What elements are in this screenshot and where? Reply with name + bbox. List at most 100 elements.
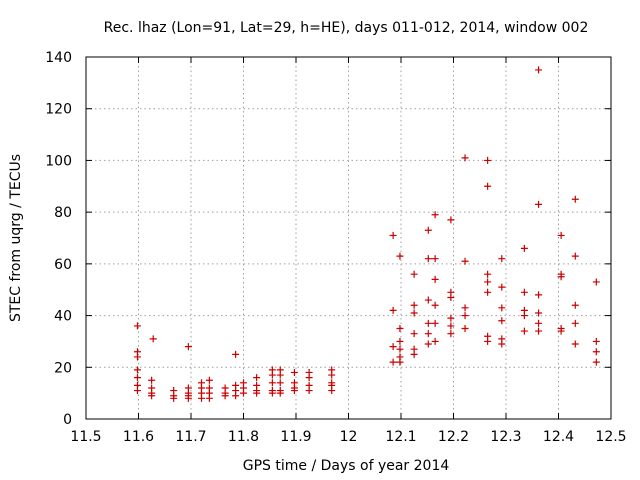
data-point bbox=[133, 374, 141, 382]
data-point bbox=[571, 340, 579, 348]
x-tick-label: 11.7 bbox=[175, 429, 206, 445]
data-point bbox=[535, 200, 543, 208]
data-point bbox=[498, 255, 506, 263]
data-point bbox=[389, 231, 397, 239]
data-point bbox=[592, 337, 600, 345]
data-point bbox=[484, 337, 492, 345]
data-point bbox=[276, 371, 284, 379]
data-point bbox=[232, 392, 240, 400]
x-tick-label: 12.4 bbox=[543, 429, 574, 445]
x-tick-label: 12 bbox=[340, 429, 358, 445]
data-point bbox=[447, 330, 455, 338]
data-point bbox=[424, 255, 432, 263]
data-point bbox=[461, 154, 469, 162]
data-point bbox=[253, 374, 261, 382]
data-point bbox=[447, 293, 455, 301]
data-point bbox=[232, 350, 240, 358]
x-tick-label: 11.9 bbox=[280, 429, 311, 445]
data-point bbox=[424, 330, 432, 338]
data-point bbox=[328, 371, 336, 379]
data-point bbox=[253, 389, 261, 397]
data-point bbox=[557, 273, 565, 281]
data-point bbox=[571, 195, 579, 203]
data-point bbox=[498, 317, 506, 325]
data-point bbox=[535, 327, 543, 335]
data-point bbox=[424, 296, 432, 304]
data-point bbox=[410, 309, 418, 317]
data-point bbox=[535, 291, 543, 299]
data-point bbox=[305, 374, 313, 382]
data-points bbox=[133, 66, 600, 402]
data-point bbox=[133, 353, 141, 361]
data-point bbox=[184, 343, 192, 351]
data-point bbox=[498, 304, 506, 312]
x-tick-label: 11.5 bbox=[70, 429, 101, 445]
y-tick-label: 0 bbox=[63, 412, 72, 428]
data-point bbox=[461, 304, 469, 312]
data-point bbox=[571, 319, 579, 327]
data-point bbox=[133, 387, 141, 395]
data-point bbox=[498, 340, 506, 348]
data-point bbox=[396, 337, 404, 345]
data-point bbox=[290, 387, 298, 395]
data-point bbox=[520, 312, 528, 320]
data-point bbox=[484, 182, 492, 190]
data-point bbox=[389, 358, 397, 366]
data-point bbox=[410, 301, 418, 309]
y-tick-label: 40 bbox=[54, 309, 72, 325]
data-point bbox=[268, 379, 276, 387]
data-point bbox=[484, 278, 492, 286]
data-point bbox=[133, 322, 141, 330]
x-tick-label: 12.1 bbox=[385, 429, 416, 445]
y-tick-label: 80 bbox=[54, 205, 72, 221]
data-point bbox=[557, 327, 565, 335]
grid bbox=[86, 57, 611, 419]
data-point bbox=[484, 288, 492, 296]
data-point bbox=[424, 226, 432, 234]
data-point bbox=[520, 327, 528, 335]
x-axis-label: GPS time / Days of year 2014 bbox=[243, 458, 450, 474]
data-point bbox=[535, 319, 543, 327]
data-point bbox=[170, 394, 178, 402]
data-point bbox=[592, 348, 600, 356]
data-point bbox=[484, 156, 492, 164]
y-tick-label: 20 bbox=[54, 360, 72, 376]
data-point bbox=[592, 358, 600, 366]
x-tick-label: 11.8 bbox=[228, 429, 259, 445]
data-point bbox=[410, 270, 418, 278]
data-point bbox=[240, 389, 247, 397]
data-point bbox=[498, 283, 506, 291]
data-point bbox=[535, 309, 543, 317]
y-axis-label: STEC from uqrg / TECUs bbox=[8, 154, 24, 322]
x-tick-label: 12.2 bbox=[438, 429, 469, 445]
data-point bbox=[431, 319, 439, 327]
data-point bbox=[520, 288, 528, 296]
data-point bbox=[424, 340, 432, 348]
data-point bbox=[148, 392, 156, 400]
data-point bbox=[276, 389, 284, 397]
data-point bbox=[557, 231, 565, 239]
data-point bbox=[535, 66, 543, 74]
data-point bbox=[571, 301, 579, 309]
data-point bbox=[305, 387, 313, 395]
data-point bbox=[461, 325, 469, 332]
data-point bbox=[396, 358, 404, 366]
data-point bbox=[410, 330, 418, 338]
chart-title: Rec. lhaz (Lon=91, Lat=29, h=HE), days 0… bbox=[104, 20, 589, 36]
data-point bbox=[484, 270, 492, 278]
data-point bbox=[149, 335, 157, 343]
data-point bbox=[431, 211, 439, 219]
data-point bbox=[431, 337, 439, 345]
data-point bbox=[205, 394, 213, 402]
data-point bbox=[205, 376, 213, 384]
data-point bbox=[461, 312, 469, 320]
data-point bbox=[447, 314, 455, 322]
data-point bbox=[571, 252, 579, 260]
data-point bbox=[431, 301, 439, 309]
data-point bbox=[290, 368, 298, 376]
data-point bbox=[396, 252, 404, 260]
axis-ticks: 11.5 11.6 11.7 11.8 11.9 12 12.1 12.2 12.3 12.4 12… bbox=[45, 50, 626, 445]
data-point bbox=[431, 255, 439, 263]
